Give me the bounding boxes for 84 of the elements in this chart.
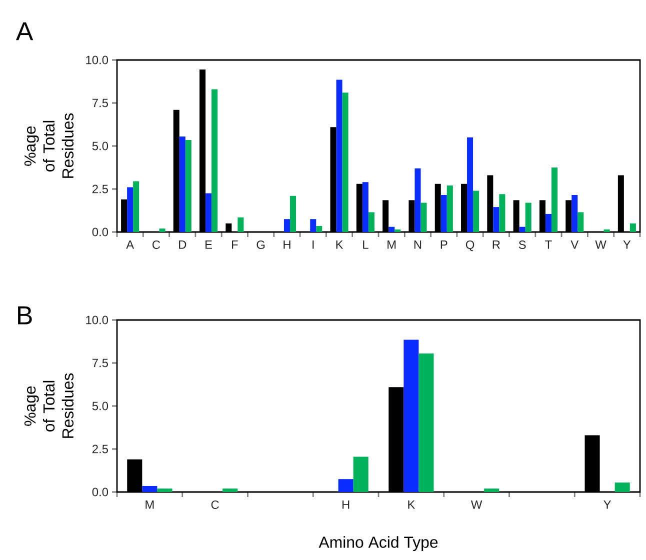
bar <box>614 482 630 492</box>
x-tick-label: A <box>126 240 134 249</box>
bar <box>420 202 427 232</box>
x-tick-label: I <box>312 240 314 249</box>
bar <box>519 226 526 232</box>
y-tick-label: 5.0 <box>92 142 108 150</box>
bar <box>473 190 480 232</box>
bar <box>127 187 134 232</box>
bar <box>394 229 401 232</box>
y-tick-label: 2.5 <box>92 184 108 194</box>
bar <box>545 214 552 232</box>
x-tick-label: R <box>492 240 500 249</box>
bar <box>525 202 532 232</box>
x-tick-label: S <box>518 240 526 249</box>
bar <box>578 212 584 232</box>
y-tick-label: 7.5 <box>92 98 108 108</box>
chart-title: A <box>16 22 34 40</box>
x-tick-label: M <box>146 500 154 509</box>
x-tick-label: W <box>470 500 482 509</box>
y-axis-title: %age of Total Residues <box>24 373 74 438</box>
bar <box>238 217 244 232</box>
bar <box>493 207 500 232</box>
x-tick-label: H <box>342 500 350 509</box>
bar <box>222 488 238 492</box>
bar <box>404 340 419 492</box>
bar <box>604 229 610 232</box>
x-tick-label: K <box>408 500 416 509</box>
bar <box>157 488 172 492</box>
bar <box>133 181 140 232</box>
bar <box>572 195 578 232</box>
bar <box>362 182 368 232</box>
x-tick-label: V <box>570 240 579 249</box>
x-tick-label: F <box>232 240 238 249</box>
x-tick-label: K <box>336 240 344 249</box>
bar <box>368 212 374 232</box>
y-tick-label: 10.0 <box>86 316 108 324</box>
bar <box>446 186 453 232</box>
x-tick-label: Y <box>623 240 631 249</box>
y-tick-label: 5.0 <box>92 402 108 410</box>
y-tick-label: 0.0 <box>92 228 108 236</box>
y-tick-label: 10.0 <box>86 56 108 64</box>
x-tick-label: L <box>363 240 368 249</box>
bar <box>414 168 421 232</box>
bar <box>142 486 158 492</box>
x-tick-label: G <box>256 240 265 249</box>
bar <box>290 196 296 232</box>
x-tick-label: P <box>440 240 448 249</box>
bar <box>212 89 218 232</box>
y-tick-label: 2.5 <box>92 444 108 454</box>
bar <box>284 219 290 232</box>
bar <box>388 226 395 232</box>
bar <box>310 219 316 232</box>
bar <box>440 195 447 232</box>
bar <box>338 479 354 492</box>
y-tick-label: 7.5 <box>92 358 108 368</box>
x-tick-label: N <box>414 240 422 249</box>
bar <box>185 140 192 232</box>
x-tick-label: H <box>284 240 290 249</box>
x-tick-label: C <box>211 500 219 509</box>
bar <box>342 92 348 232</box>
y-axis-title: %age of Total Residues <box>24 113 74 178</box>
bar <box>179 136 186 232</box>
bar <box>467 137 474 232</box>
bar <box>418 354 434 492</box>
x-tick-label: M <box>388 240 396 249</box>
x-tick-label: Q <box>466 240 474 252</box>
bar <box>630 223 636 232</box>
x-tick-label: T <box>545 240 552 249</box>
x-tick-label: C <box>152 240 160 249</box>
bar <box>499 194 506 232</box>
bar <box>316 226 322 232</box>
x-tick-label: Y <box>604 500 612 509</box>
x-tick-label: D <box>179 240 186 249</box>
bar <box>353 456 368 492</box>
x-axis-title: Amino Acid Type <box>318 536 438 552</box>
y-tick-label: 0.0 <box>92 488 108 496</box>
bar <box>551 167 558 232</box>
x-tick-label: W <box>595 240 606 249</box>
bar <box>206 193 212 232</box>
bar <box>159 228 166 232</box>
x-tick-label: E <box>206 240 212 249</box>
bar <box>484 488 500 492</box>
chart-title: B <box>18 306 32 324</box>
bar <box>336 80 342 232</box>
